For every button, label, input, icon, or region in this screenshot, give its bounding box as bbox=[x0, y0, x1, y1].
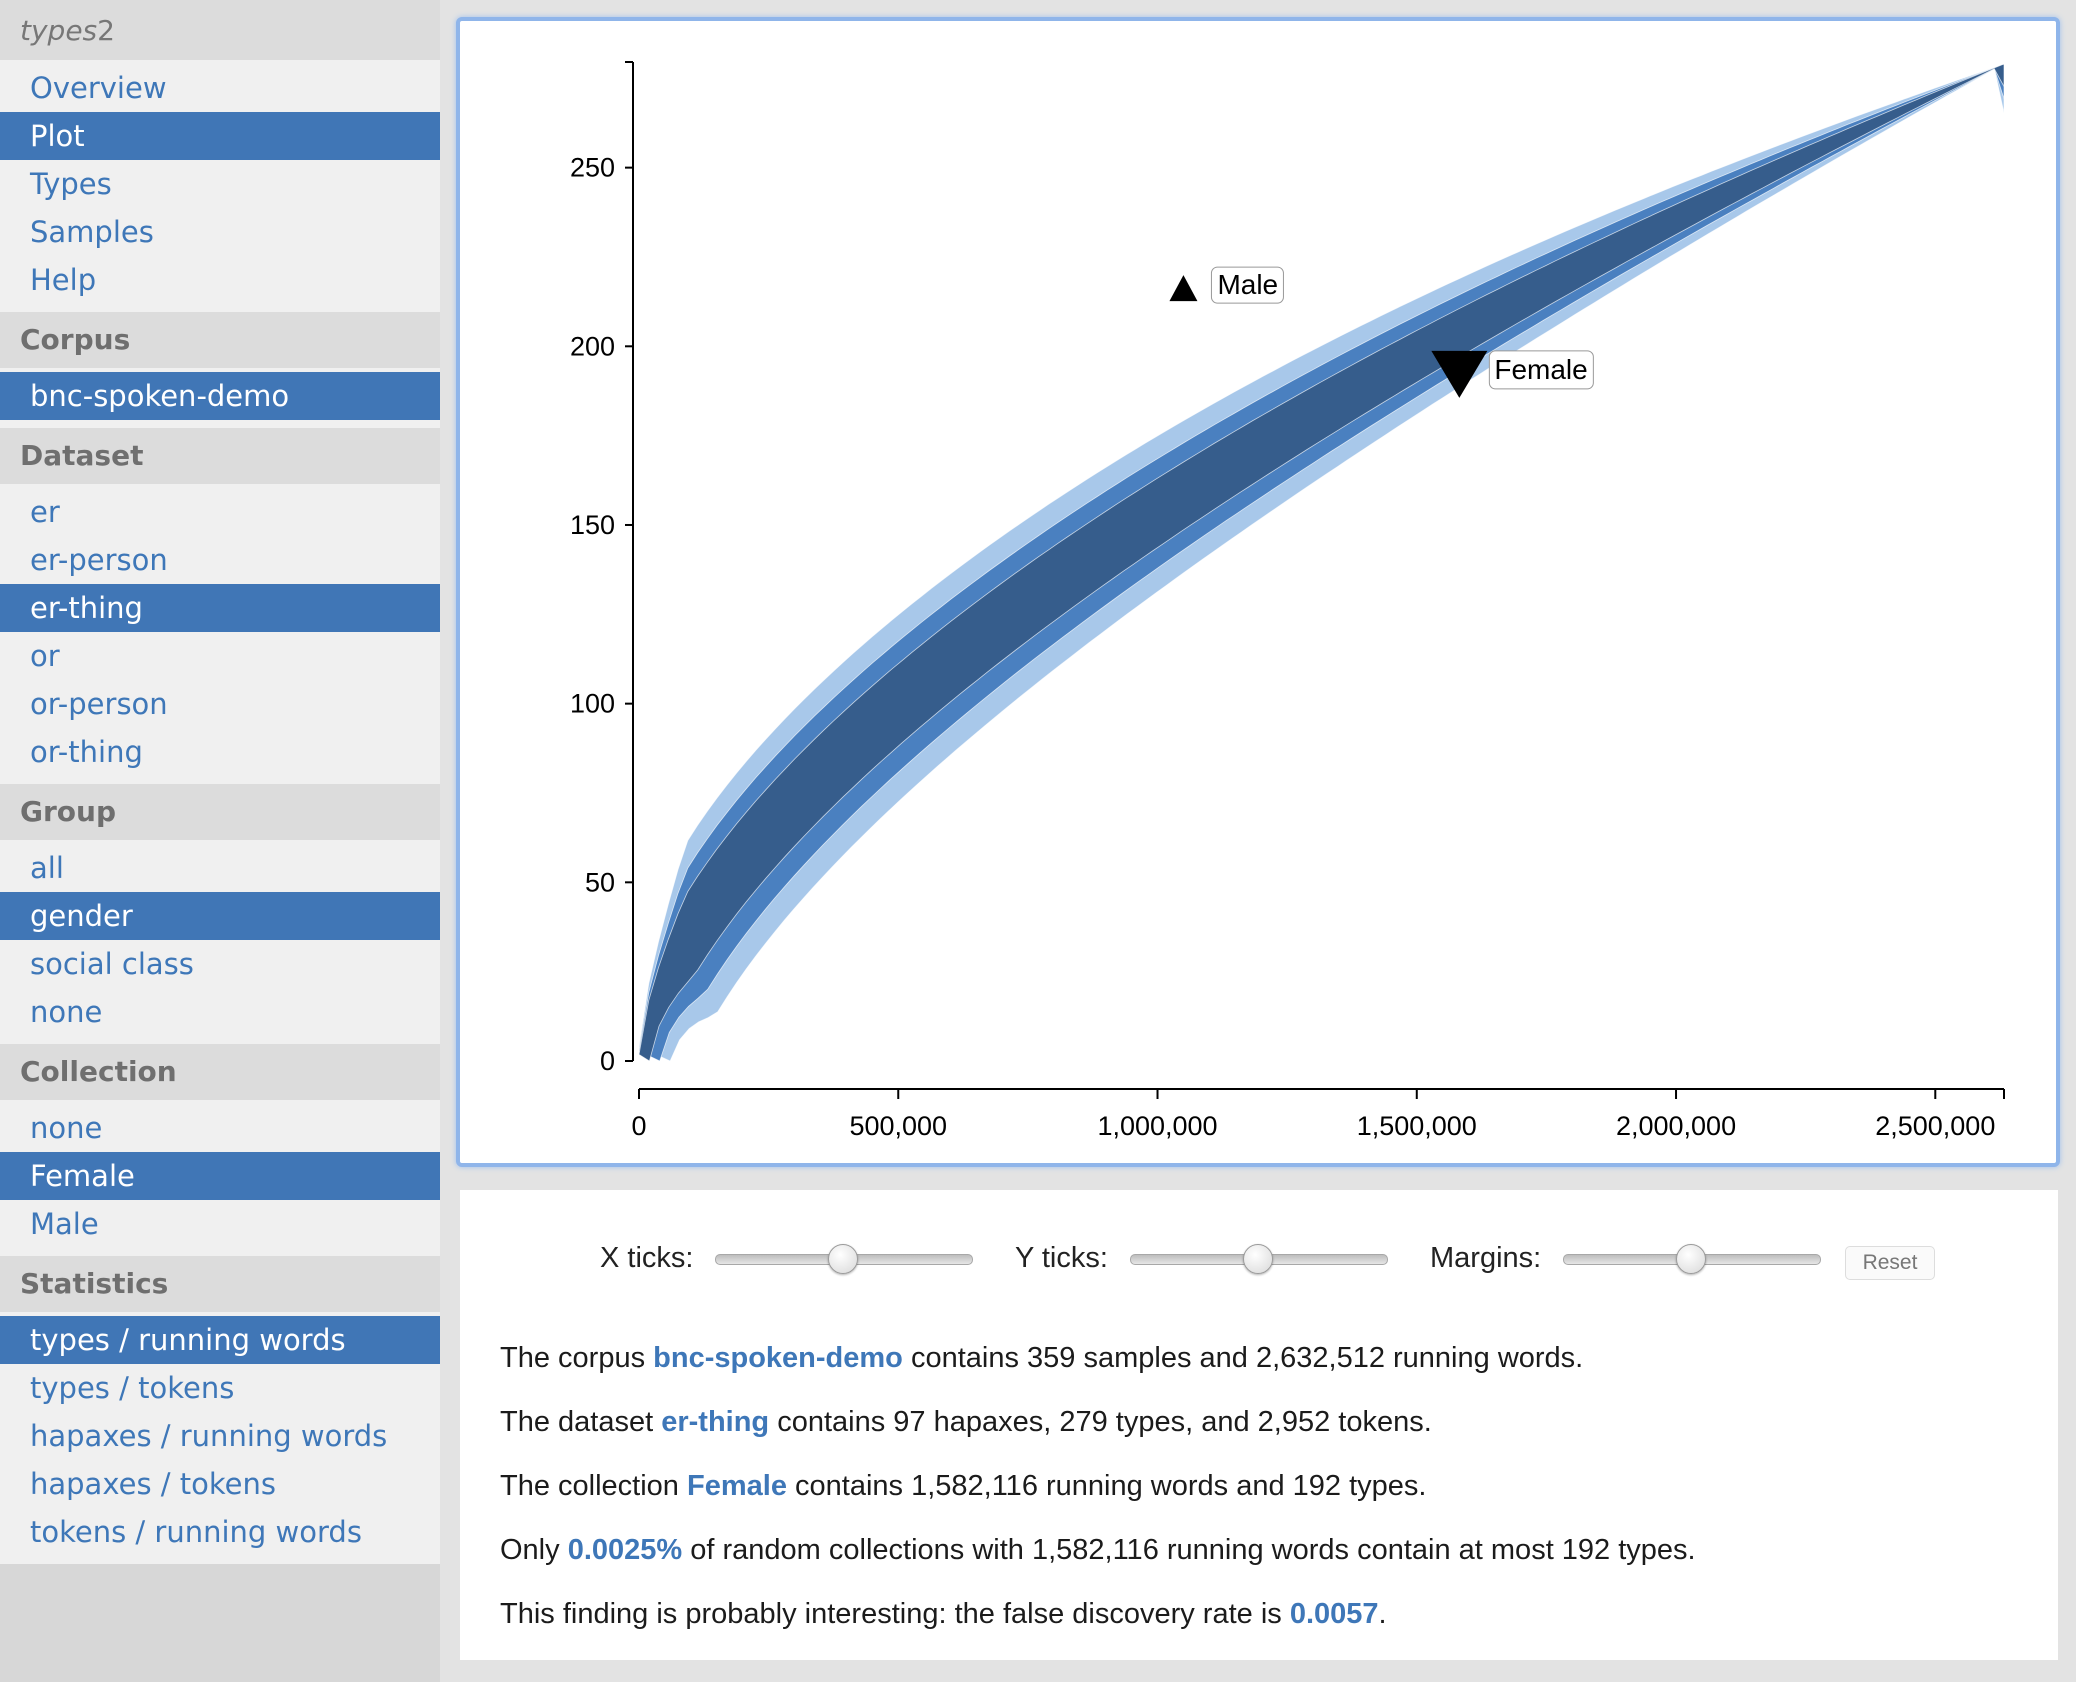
x-ticks-label: X ticks: bbox=[600, 1242, 694, 1274]
pvalue-link[interactable]: 0.0025% bbox=[567, 1534, 683, 1566]
dataset-link[interactable]: er-thing bbox=[661, 1406, 770, 1438]
sidebar-item-collection-none[interactable]: none bbox=[30, 1111, 103, 1145]
section-collection: none Female Male bbox=[0, 1100, 440, 1256]
x-tick-label: 2,500,000 bbox=[1875, 1111, 1995, 1141]
sidebar-item-statistics-hapaxes-tokens[interactable]: hapaxes / tokens bbox=[30, 1467, 276, 1501]
marker-label-box bbox=[1488, 350, 1594, 390]
x-tick-label: 1,000,000 bbox=[1097, 1111, 1217, 1141]
x-tick-label: 1,500,000 bbox=[1357, 1111, 1477, 1141]
section-statistics: types / running words types / tokens hapax… bbox=[0, 1312, 440, 1564]
section-title-group: Group bbox=[0, 784, 440, 840]
info-pvalue: Only 0.0025% of random collections with … bbox=[500, 1534, 1696, 1567]
sidebar-item-statistics-hapaxes-running-words[interactable]: hapaxes / running words bbox=[30, 1419, 388, 1453]
controls-panel: X ticks: Y ticks: Margins: Reset The cor… bbox=[460, 1190, 2058, 1660]
sidebar-item-group-none[interactable]: none bbox=[30, 995, 103, 1029]
info-text: . bbox=[1378, 1598, 1387, 1630]
confidence-band-3 bbox=[638, 63, 2005, 1062]
sidebar-item-statistics-types-tokens[interactable]: types / tokens bbox=[30, 1371, 235, 1405]
marker-label-male: Male bbox=[1217, 269, 1278, 300]
sidebar-item-statistics-tokens-running-words[interactable]: tokens / running words bbox=[30, 1515, 362, 1549]
nav-item-overview[interactable]: Overview bbox=[30, 71, 167, 105]
marker-label-box bbox=[1210, 266, 1284, 304]
collection-link[interactable]: Female bbox=[687, 1470, 787, 1502]
info-text: The corpus bbox=[500, 1342, 654, 1374]
sidebar-item-dataset-or-person[interactable]: or-person bbox=[30, 687, 168, 721]
x-tick-label: 500,000 bbox=[849, 1111, 947, 1141]
sidebar-item-group-gender[interactable]: gender bbox=[0, 892, 440, 940]
x-tick-label: 0 bbox=[631, 1111, 646, 1141]
section-dataset: er er-person er-thing or or-person or-thing bbox=[0, 484, 440, 784]
nav-item-samples[interactable]: Samples bbox=[30, 215, 154, 249]
section-title-statistics: Statistics bbox=[0, 1256, 440, 1312]
confidence-band-1 bbox=[638, 63, 2005, 1062]
y-tick-label: 200 bbox=[570, 331, 615, 361]
section-title-collection: Collection bbox=[0, 1044, 440, 1100]
y-ticks-slider-handle[interactable] bbox=[1243, 1244, 1273, 1274]
info-text: of random collections with 1,582,116 run… bbox=[682, 1534, 1696, 1566]
section-title-dataset: Dataset bbox=[0, 428, 440, 484]
sidebar-item-dataset-er-person[interactable]: er-person bbox=[30, 543, 168, 577]
sidebar-item-dataset-or-thing[interactable]: or-thing bbox=[30, 735, 143, 769]
x-tick-label: 2,000,000 bbox=[1616, 1111, 1736, 1141]
info-text: This finding is probably interesting: th… bbox=[500, 1598, 1290, 1630]
y-tick-label: 50 bbox=[585, 867, 615, 897]
types-plot: 0 50 100 150 200 250 0 500,000 1,000,000 1,500,00… bbox=[570, 61, 2005, 1141]
marker-female bbox=[1431, 350, 1488, 398]
y-ticks-label: Y ticks: bbox=[1015, 1242, 1108, 1274]
info-text: The collection bbox=[500, 1470, 687, 1502]
section-group: all gender social class none bbox=[0, 840, 440, 1044]
sidebar-item-group-social-class[interactable]: social class bbox=[30, 947, 194, 981]
info-dataset: The dataset er-thing contains 97 hapaxes… bbox=[500, 1406, 1432, 1439]
section-corpus: bnc-spoken-demo bbox=[0, 368, 440, 428]
sidebar-item-statistics-types-running-words[interactable]: types / running words bbox=[0, 1316, 440, 1364]
app-title: types2 bbox=[0, 0, 440, 60]
plot-panel: 0 50 100 150 200 250 0 500,000 1,000,000 1,500,00… bbox=[456, 17, 2060, 1167]
sidebar-item-collection-female[interactable]: Female bbox=[0, 1152, 440, 1200]
fdr-link[interactable]: 0.0057 bbox=[1289, 1598, 1379, 1630]
sidebar-item-corpus-bnc-spoken-demo[interactable]: bnc-spoken-demo bbox=[0, 372, 440, 420]
reset-button[interactable]: Reset bbox=[1845, 1246, 1935, 1280]
sidebar-item-group-all[interactable]: all bbox=[30, 851, 64, 885]
margins-label: Margins: bbox=[1430, 1242, 1542, 1274]
marker-label-female: Female bbox=[1494, 354, 1587, 385]
info-text: contains 97 hapaxes, 279 types, and 2,95… bbox=[769, 1406, 1432, 1438]
info-text: Only bbox=[500, 1534, 568, 1566]
sidebar-item-dataset-er-thing[interactable]: er-thing bbox=[0, 584, 440, 632]
y-tick-label: 150 bbox=[570, 510, 615, 540]
info-fdr: This finding is probably interesting: th… bbox=[500, 1598, 1387, 1631]
info-corpus: The corpus bnc-spoken-demo contains 359 … bbox=[500, 1342, 1583, 1375]
nav-item-help[interactable]: Help bbox=[30, 263, 97, 297]
marker-male bbox=[1169, 275, 1198, 302]
corpus-link[interactable]: bnc-spoken-demo bbox=[653, 1342, 903, 1374]
nav-item-plot[interactable]: Plot bbox=[0, 112, 440, 160]
y-tick-label: 250 bbox=[570, 153, 615, 183]
y-tick-label: 100 bbox=[570, 689, 615, 719]
confidence-band-2 bbox=[638, 63, 2005, 1062]
nav-item-types[interactable]: Types bbox=[30, 167, 112, 201]
info-text: The dataset bbox=[500, 1406, 662, 1438]
x-ticks-slider-handle[interactable] bbox=[828, 1244, 858, 1274]
nav-menu: Overview Plot Types Samples Help bbox=[0, 60, 440, 312]
sidebar-item-dataset-or[interactable]: or bbox=[30, 639, 60, 673]
y-tick-label: 0 bbox=[600, 1046, 615, 1076]
sidebar-item-dataset-er[interactable]: er bbox=[30, 495, 60, 529]
sidebar: types2 Overview Plot Types Samples Help Corp… bbox=[0, 0, 440, 1682]
info-collection: The collection Female contains 1,582,116… bbox=[500, 1470, 1426, 1503]
sidebar-item-collection-male[interactable]: Male bbox=[30, 1207, 99, 1241]
section-title-corpus: Corpus bbox=[0, 312, 440, 368]
info-text: contains 1,582,116 running words and 192… bbox=[786, 1470, 1427, 1502]
info-text: contains 359 samples and 2,632,512 runni… bbox=[902, 1342, 1584, 1374]
margins-slider-handle[interactable] bbox=[1676, 1244, 1706, 1274]
